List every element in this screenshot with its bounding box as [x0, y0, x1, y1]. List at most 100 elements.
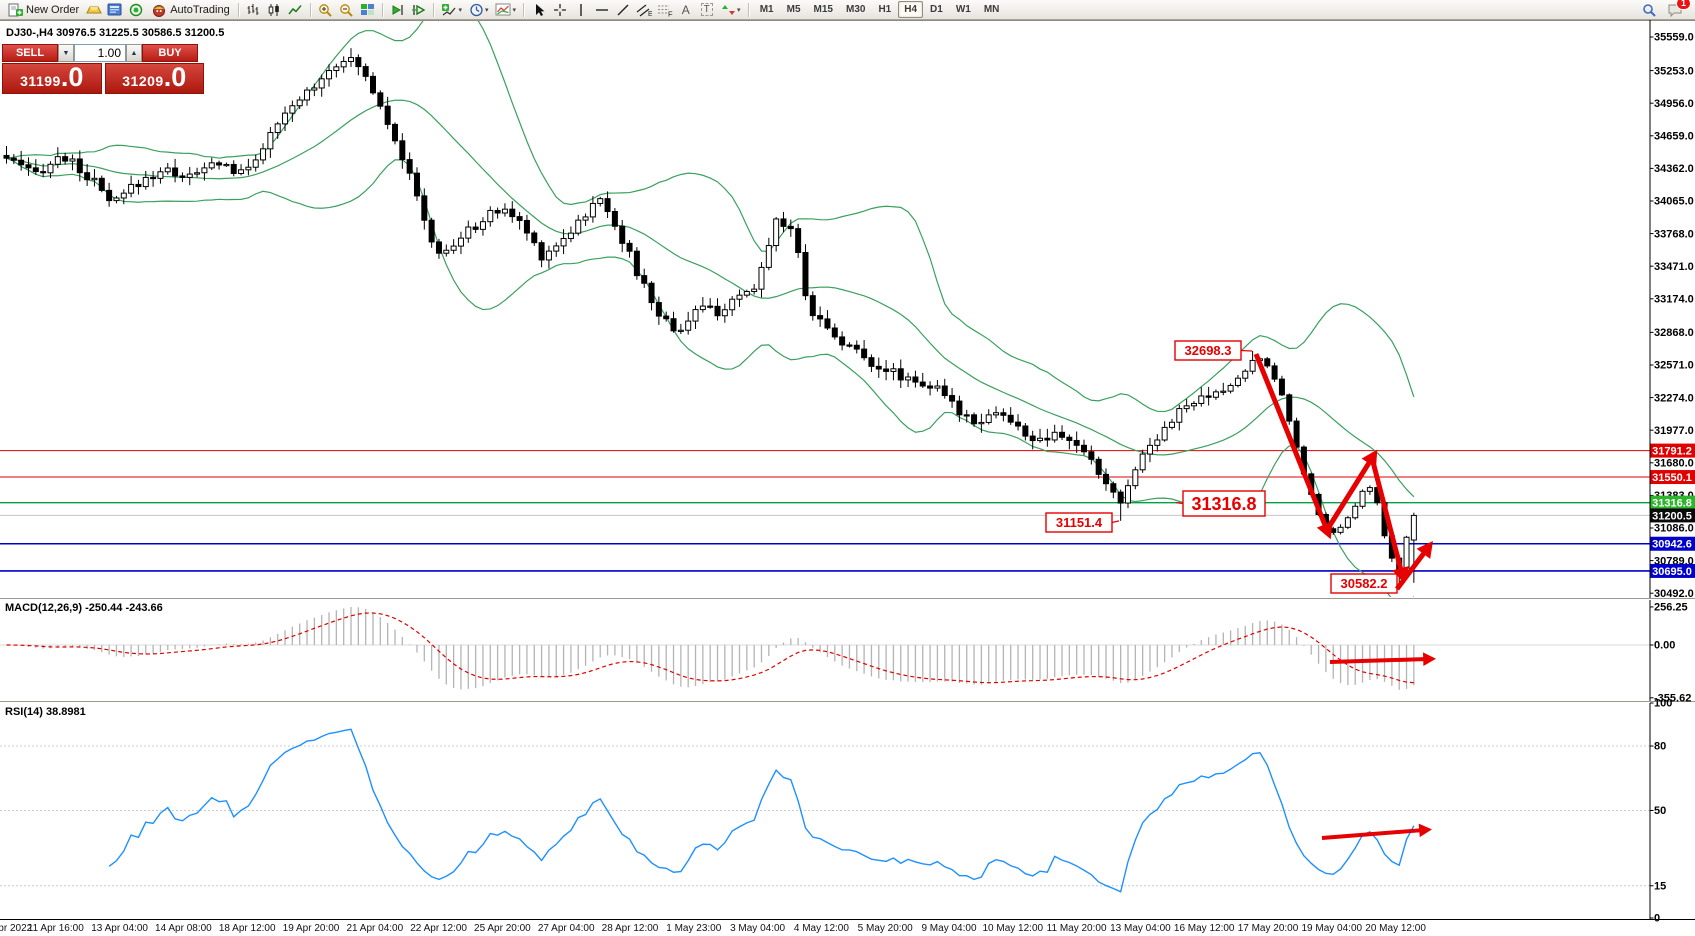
toolbar-separator — [522, 2, 525, 17]
chat-badge: 1 — [1675, 0, 1691, 10]
equidistant-channel-tool[interactable]: E — [634, 1, 654, 18]
annotation-label[interactable]: 31316.8 — [1175, 490, 1266, 517]
new-order-button[interactable]: New Order — [4, 1, 83, 18]
price-axis[interactable]: 35559.0 35253.0 34956.0 34659.0 34362.0 34065… — [0, 20, 1695, 925]
timeframe-d1[interactable]: D1 — [930, 4, 943, 15]
zoom-in-button[interactable] — [316, 1, 336, 18]
toolbar-separator — [432, 2, 435, 17]
price-tag: 31550.1 — [1650, 470, 1695, 485]
text-label-tool[interactable]: T — [697, 1, 717, 18]
chart-shift-button[interactable] — [409, 1, 429, 18]
buy-price-display[interactable]: 31209.0 — [104, 63, 204, 94]
timeframe-w1[interactable]: W1 — [955, 4, 971, 15]
toolbar-separator — [309, 2, 312, 17]
timeframe-m1[interactable]: M1 — [759, 4, 774, 15]
text-tool[interactable]: A — [681, 2, 690, 17]
new-order-icon — [8, 3, 23, 16]
svg-text:11 Apr 16:00: 11 Apr 16:00 — [28, 923, 84, 934]
tile-windows-button[interactable] — [358, 1, 378, 18]
timeframe-h4[interactable]: H4 — [898, 1, 924, 18]
sell-price-main: 31199 — [20, 73, 61, 89]
svg-text:33174.0: 33174.0 — [1654, 294, 1694, 306]
volume-increase-button[interactable]: ▲ — [126, 44, 142, 62]
annotation-label[interactable]: 31151.4 — [1045, 512, 1120, 533]
fibonacci-tool[interactable]: F — [655, 1, 675, 18]
svg-text:30695.0: 30695.0 — [1652, 566, 1692, 578]
chat-button[interactable]: 1 — [1665, 0, 1691, 18]
svg-text:15: 15 — [1654, 880, 1666, 892]
trendline-tool[interactable] — [613, 1, 633, 18]
timeframe-m5[interactable]: M5 — [786, 4, 801, 15]
zoom-out-button[interactable] — [337, 1, 357, 18]
templates-button[interactable]: ▾ — [493, 1, 519, 18]
chart-window: 35559.0 35253.0 34956.0 34659.0 34362.0 34065… — [0, 20, 1695, 936]
chart-shift-icon — [412, 4, 426, 15]
timeframe-m15[interactable]: M15 — [813, 4, 833, 15]
rsi-line — [108, 728, 1415, 893]
search-button[interactable] — [1639, 1, 1659, 18]
auto-scro ll-button[interactable] — [388, 1, 408, 18]
candlestick-chart-button[interactable] — [265, 1, 285, 18]
svg-text:0: 0 — [1654, 913, 1660, 925]
price-tag: 30695.0 — [1650, 563, 1695, 578]
svg-text:34659.0: 34659.0 — [1654, 130, 1694, 142]
indicators-button[interactable]: ▾ — [439, 1, 465, 18]
crosshair-tool[interactable] — [550, 1, 570, 18]
timeframe-h1[interactable]: H1 — [878, 4, 892, 15]
svg-text:33471.0: 33471.0 — [1654, 261, 1694, 273]
cursor-tool[interactable] — [529, 1, 549, 18]
svg-text:32868.0: 32868.0 — [1654, 327, 1694, 339]
svg-text:34362.0: 34362.0 — [1654, 163, 1694, 175]
price-tag: 30942.6 — [1650, 536, 1695, 551]
horizontal-line-tool[interactable] — [592, 1, 612, 18]
volume-decrease-button[interactable]: ▼ — [58, 44, 74, 62]
svg-text:14 Apr 08:00: 14 Apr 08:00 — [155, 923, 212, 934]
svg-text:33768.0: 33768.0 — [1654, 228, 1694, 240]
candlesticks[interactable] — [3, 48, 1417, 584]
autotrading-button[interactable]: AutoTrading — [147, 1, 234, 18]
crosshair-icon — [553, 3, 566, 16]
svg-text:-355.62: -355.62 — [1654, 693, 1691, 705]
sell-price-display[interactable]: 31199.0 — [2, 63, 102, 94]
svg-text:34956.0: 34956.0 — [1654, 98, 1694, 110]
volume-input[interactable] — [74, 44, 126, 62]
timeframe-mn[interactable]: MN — [983, 4, 1000, 15]
svg-text:31151.4: 31151.4 — [1056, 515, 1103, 530]
periods-button[interactable]: ▾ — [466, 1, 492, 18]
arrows-tool[interactable]: ▾ — [718, 1, 744, 18]
sell-button[interactable]: SELL — [2, 44, 58, 62]
strategy-tester-button[interactable] — [126, 1, 146, 18]
toolbar-separator — [747, 2, 750, 17]
vertical-line-icon — [580, 3, 582, 16]
price-annotations[interactable]: 32698.3 31316.8 31151.4 30582.2 — [1045, 340, 1398, 594]
svg-text:19 Apr 20:00: 19 Apr 20:00 — [283, 923, 340, 934]
autotrading-label: AutoTrading — [170, 3, 230, 16]
fibonacci-icon: F — [657, 5, 673, 17]
svg-text:30942.6: 30942.6 — [1652, 539, 1692, 551]
terminal-button[interactable] — [105, 1, 125, 18]
svg-text:31086.0: 31086.0 — [1654, 523, 1694, 535]
svg-text:25 Apr 20:00: 25 Apr 20:00 — [474, 923, 531, 934]
cursor-icon — [535, 3, 545, 16]
svg-text:1 May 23:00: 1 May 23:00 — [666, 923, 721, 934]
line-chart-icon — [288, 4, 302, 14]
svg-text:0.00: 0.00 — [1654, 640, 1675, 652]
annotation-label[interactable]: 30582.2 — [1330, 573, 1398, 594]
bar-chart-button[interactable] — [244, 1, 264, 18]
trend-arrows[interactable] — [1253, 353, 1436, 840]
price-level-lines[interactable] — [0, 450, 1650, 572]
annotation-label[interactable]: 32698.3 — [1174, 340, 1253, 361]
timeframe-m30[interactable]: M30 — [845, 4, 866, 15]
svg-text:30582.2: 30582.2 — [1341, 576, 1388, 591]
buy-button[interactable]: BUY — [142, 44, 198, 62]
chart-canvas[interactable]: 35559.0 35253.0 34956.0 34659.0 34362.0 34065… — [0, 20, 1695, 936]
svg-text:10 May 12:00: 10 May 12:00 — [982, 923, 1043, 934]
vertical-line-tool[interactable] — [571, 1, 591, 18]
template-chart-icon — [495, 3, 511, 15]
macd-indicator-label: MACD(12,26,9) -250.44 -243.66 — [5, 602, 163, 614]
line-chart-button[interactable] — [286, 1, 306, 18]
mql-editor-button[interactable] — [84, 1, 104, 18]
svg-text:35559.0: 35559.0 — [1654, 32, 1694, 44]
autotrading-icon — [153, 4, 166, 17]
